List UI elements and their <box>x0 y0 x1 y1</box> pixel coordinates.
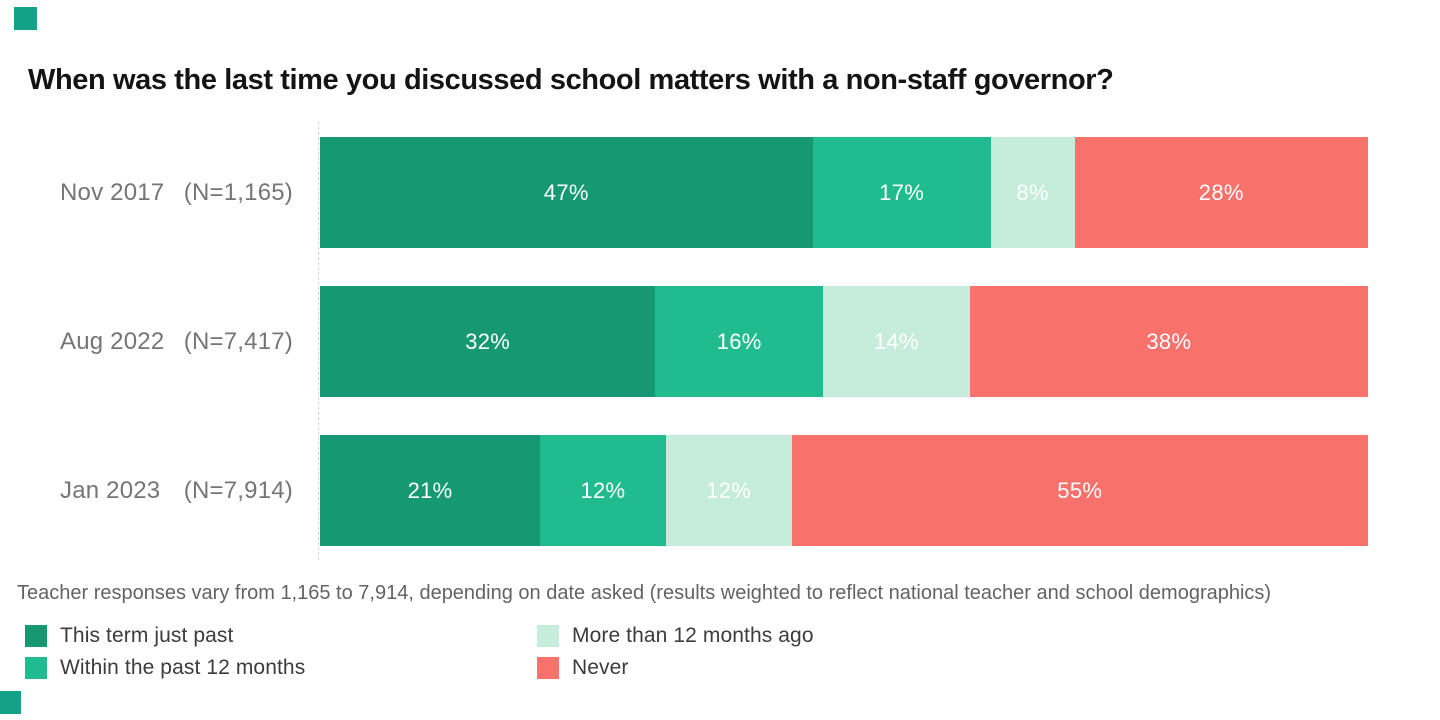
bar-value-label: 8% <box>1016 179 1049 205</box>
sample-size-label: (N=1,165) <box>183 178 293 206</box>
chart-title: When was the last time you discussed sch… <box>28 64 1114 96</box>
bar-segment: 38% <box>969 286 1368 397</box>
bar-value-label: 28% <box>1198 179 1244 205</box>
legend-item: This term just past <box>25 620 305 652</box>
legend-swatch <box>25 657 47 679</box>
category-label-group: Aug 2022 (N=7,417) <box>60 286 293 397</box>
sample-size-label: (N=7,914) <box>183 476 293 504</box>
legend-label: Never <box>572 656 629 679</box>
legend-item: More than 12 months ago <box>537 620 814 652</box>
legend-label: More than 12 months ago <box>572 624 814 647</box>
legend-swatch <box>537 657 559 679</box>
chart-row: Aug 2022 (N=7,417) 32% 16% 14% 38% <box>0 286 1440 397</box>
bar-value-label: 38% <box>1146 328 1192 354</box>
bar-segment: 12% <box>540 435 666 546</box>
bar-segment: 8% <box>990 137 1075 248</box>
bar-track: 47% 17% 8% 28% <box>320 137 1368 248</box>
bar-segment: 12% <box>665 435 792 546</box>
bar-track: 32% 16% 14% 38% <box>320 286 1368 397</box>
legend-label: This term just past <box>60 624 234 647</box>
category-label-group: Nov 2017 (N=1,165) <box>60 137 293 248</box>
bar-value-label: 21% <box>407 477 453 503</box>
chart-row: Jan 2023 (N=7,914) 21% 12% 12% 55% <box>0 435 1440 546</box>
brand-mark-bottom-left <box>0 691 21 714</box>
bar-segment: 47% <box>320 137 813 248</box>
footnote: Teacher responses vary from 1,165 to 7,9… <box>17 582 1272 604</box>
category-label: Aug 2022 <box>60 327 165 355</box>
legend-label: Within the past 12 months <box>60 656 306 679</box>
bar-segment: 55% <box>791 435 1368 546</box>
bar-value-label: 47% <box>543 179 589 205</box>
category-label: Jan 2023 <box>60 476 161 504</box>
legend-item: Within the past 12 months <box>25 652 305 684</box>
bar-segment: 17% <box>812 137 991 248</box>
legend-column: More than 12 months ago Never <box>537 620 814 684</box>
category-label-group: Jan 2023 (N=7,914) <box>60 435 293 546</box>
legend-swatch <box>537 625 559 647</box>
baseline-axis <box>318 122 319 560</box>
legend-column: This term just past Within the past 12 mo… <box>25 620 305 684</box>
sample-size-label: (N=7,417) <box>183 327 293 355</box>
bar-value-label: 12% <box>706 477 752 503</box>
bar-segment: 28% <box>1074 137 1368 248</box>
bar-value-label: 16% <box>716 328 762 354</box>
bar-segment: 32% <box>320 286 656 397</box>
bar-segment: 16% <box>655 286 824 397</box>
bar-value-label: 55% <box>1057 477 1103 503</box>
bar-segment: 14% <box>823 286 970 397</box>
bar-value-label: 32% <box>465 328 511 354</box>
chart-row: Nov 2017 (N=1,165) 47% 17% 8% 28% <box>0 137 1440 248</box>
bar-value-label: 12% <box>580 477 626 503</box>
legend-item: Never <box>537 652 814 684</box>
bar-segment: 21% <box>320 435 541 546</box>
brand-mark-top-left <box>14 7 37 30</box>
legend-swatch <box>25 625 47 647</box>
bar-value-label: 17% <box>879 179 925 205</box>
bar-track: 21% 12% 12% 55% <box>320 435 1368 546</box>
category-label: Nov 2017 <box>60 178 165 206</box>
bar-value-label: 14% <box>873 328 919 354</box>
